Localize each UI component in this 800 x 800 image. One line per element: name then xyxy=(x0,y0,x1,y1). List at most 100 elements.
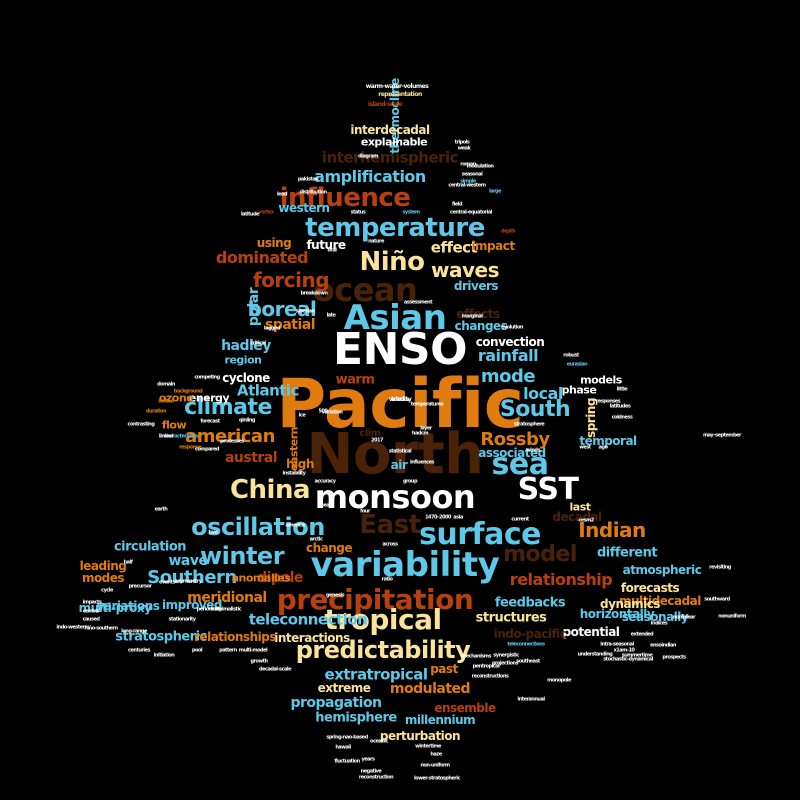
word-potential: potential xyxy=(562,625,620,639)
word-mode: mode xyxy=(480,366,536,387)
word-extratropical: extratropical xyxy=(324,665,428,684)
word-climate: climate xyxy=(184,395,272,420)
word-oscillation: oscillation xyxy=(191,513,325,541)
word-weak: weak xyxy=(457,145,471,152)
word-little: little xyxy=(616,386,628,393)
word-cesm2: cesm2 xyxy=(578,517,594,524)
word-past: past xyxy=(430,662,458,676)
word-stationarity: stationarity xyxy=(168,616,196,623)
word-processes: processes xyxy=(220,438,244,445)
word-interannual: interannual xyxy=(517,696,545,703)
word-cyclone: cyclone xyxy=(222,371,270,385)
word-spatial: spatial xyxy=(264,317,316,333)
word-last: last xyxy=(569,500,592,514)
word-nonuniform: nonuniform xyxy=(718,613,746,620)
word-convection: convection xyxy=(475,335,545,349)
word-tripols: tripols xyxy=(454,139,470,146)
word-southern: Southern xyxy=(147,567,237,588)
word-latitude: latitude xyxy=(240,211,260,218)
word-drivers: drivers xyxy=(453,279,499,293)
word-propagation: propagation xyxy=(290,695,382,711)
word-future: future xyxy=(306,238,346,252)
word-indian: Indian xyxy=(578,518,646,542)
word-initiation: initiation xyxy=(153,652,175,659)
word-amplification: amplification xyxy=(314,167,426,186)
word-warm: warm xyxy=(335,372,375,388)
word-interactions: interactions xyxy=(274,631,350,645)
word-critical: critical xyxy=(250,340,266,347)
word-ozone: ozone xyxy=(158,391,194,405)
word-feedbacks: feedbacks xyxy=(494,595,566,611)
word-events: events xyxy=(159,579,175,586)
word-reconstruction: reconstruction xyxy=(358,774,394,781)
word-field: field xyxy=(451,201,463,208)
word-ratio: ratio xyxy=(381,576,393,583)
word-ocean: ocean xyxy=(312,271,418,309)
word-x1am-10: x1am-10 xyxy=(613,647,635,654)
word-changes: changes xyxy=(454,319,508,333)
word-central-equatorial: central-equatorial xyxy=(450,209,492,216)
word-pool: pool xyxy=(191,647,203,654)
word-system: system xyxy=(402,209,420,216)
word-2017: 2017 xyxy=(371,437,383,444)
word-instability: instability xyxy=(282,470,306,477)
word-meridional: meridional xyxy=(187,590,267,606)
word-cycle: cycle xyxy=(101,587,113,594)
word-southward: southward xyxy=(704,596,730,603)
word-ago: ago xyxy=(598,444,608,451)
word-hawaii: hawaii xyxy=(335,744,351,751)
word-rossby: Rossby xyxy=(480,429,550,450)
word-high: high xyxy=(286,457,314,471)
word-1470-2000: 1470–2000 xyxy=(425,514,451,521)
word-years: years xyxy=(361,756,375,763)
word-effect: effect xyxy=(430,238,478,257)
word-periodicity: periodicity xyxy=(196,606,222,613)
word-statistical: statistical xyxy=(388,448,412,455)
word-breakdown: breakdown xyxy=(300,290,328,297)
word-waves: waves xyxy=(431,258,499,282)
word-structures: structures xyxy=(475,610,547,626)
word-caused: caused xyxy=(82,616,100,623)
word-region: region xyxy=(224,353,262,367)
word-summertime: summertime xyxy=(621,652,653,659)
word-air: air xyxy=(390,458,408,472)
word-forcing: forcing xyxy=(252,268,330,292)
word-rainfall: rainfall xyxy=(477,346,539,365)
word-distribution: distribution xyxy=(299,189,327,196)
word-depth: depth xyxy=(501,228,516,235)
word-local: local xyxy=(523,384,563,403)
word-lagged: lagged xyxy=(263,325,281,332)
word-indices: indices xyxy=(650,620,668,627)
word-forecasts: forecasts xyxy=(620,581,680,595)
word-negative: negative xyxy=(360,768,382,775)
word-western: western xyxy=(278,201,330,215)
word-temperature: temperature xyxy=(305,213,485,243)
word-may-september: may–september xyxy=(702,432,742,439)
word-asymmetry: asymmetry xyxy=(174,578,202,585)
word-wave: wave xyxy=(168,553,208,569)
word-winds: winds xyxy=(526,447,540,454)
word-background: background xyxy=(173,388,203,395)
word-prospects: prospects xyxy=(662,654,686,661)
word-ni-o: Niño xyxy=(359,247,425,277)
word-west: west xyxy=(579,444,591,451)
word-lower-stratospheric: lower-stratospheric xyxy=(414,775,460,782)
word-contrasting: contrasting xyxy=(127,421,155,428)
word-variation: variation xyxy=(321,409,343,416)
word-enso: ENSO xyxy=(333,324,467,375)
word-leading: leading xyxy=(79,559,127,573)
word-american: american xyxy=(185,426,275,447)
word-boreal: boreal xyxy=(247,297,317,321)
word-different: different xyxy=(596,545,658,561)
word-lead: lead xyxy=(276,191,288,198)
word-relationship: relationship xyxy=(509,570,613,589)
word-modulation: modulation xyxy=(466,163,494,170)
word-temperatures: temperatures xyxy=(410,401,444,408)
word-east: East xyxy=(359,510,421,540)
word-long-range: long-range xyxy=(121,628,147,635)
word-monsoon: monsoon xyxy=(314,478,476,516)
word-current: current xyxy=(511,516,529,523)
word-siberian: siberian xyxy=(295,308,315,315)
word-ensoindian: ensoindian xyxy=(650,642,676,649)
word-millennium: millennium xyxy=(404,713,476,727)
